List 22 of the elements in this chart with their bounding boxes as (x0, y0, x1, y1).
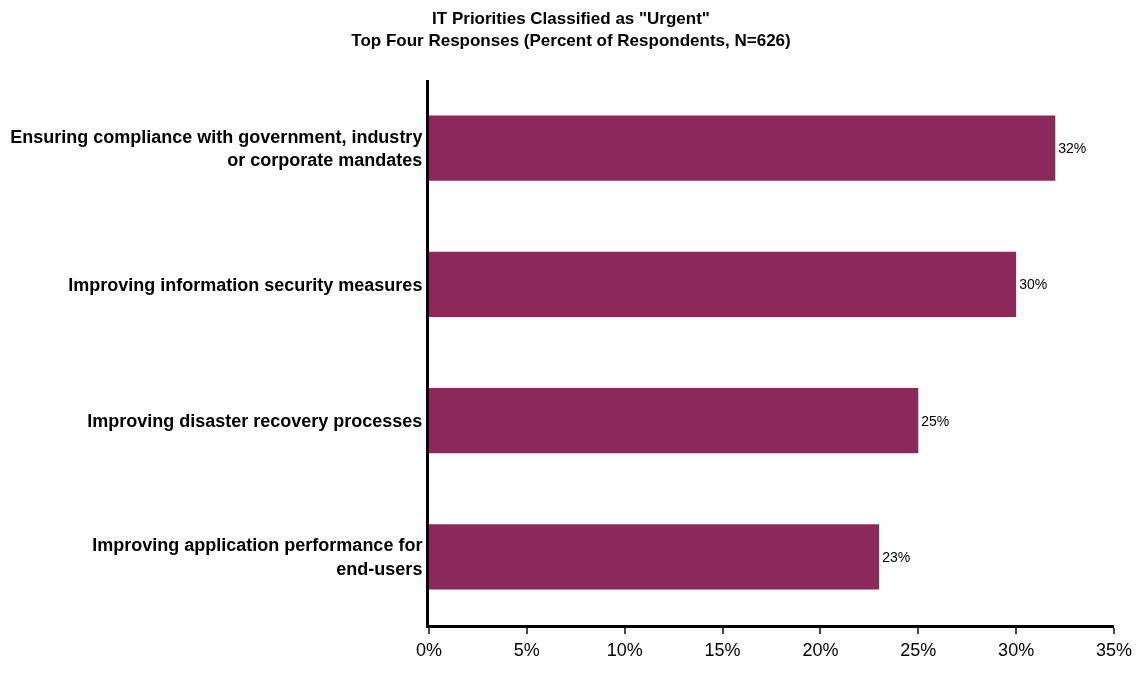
bar (429, 251, 1017, 318)
data-label: 30% (1019, 276, 1048, 293)
y-tick-label: Improving application performance for end-users (92, 535, 423, 579)
data-label: 25% (921, 412, 950, 429)
bar (429, 524, 880, 590)
y-tick-label: Ensuring compliance with government, industry or corporate mandates (10, 126, 423, 171)
y-tick-label: Improving information security measures (68, 274, 423, 295)
bar (429, 115, 1056, 181)
data-label: 32% (1058, 140, 1087, 157)
x-tick-label: 5% (513, 639, 540, 660)
data-label: 23% (882, 548, 911, 565)
x-tick-label: 0% (415, 639, 443, 660)
x-tick-label: 15% (704, 639, 741, 660)
x-tick-label: 30% (998, 639, 1035, 660)
x-tick-label: 20% (802, 639, 839, 660)
chart-subtitle: Top Four Responses (Percent of Respondents, N=626) (351, 30, 791, 50)
y-tick-label: Improving disaster recovery processes (87, 410, 423, 431)
bar (429, 387, 919, 454)
chart-title: IT Priorities Classified as "Urgent" (432, 8, 710, 28)
x-tick-label: 10% (606, 639, 643, 660)
x-tick-label: 35% (1095, 639, 1133, 660)
x-tick-label: 25% (900, 639, 937, 660)
